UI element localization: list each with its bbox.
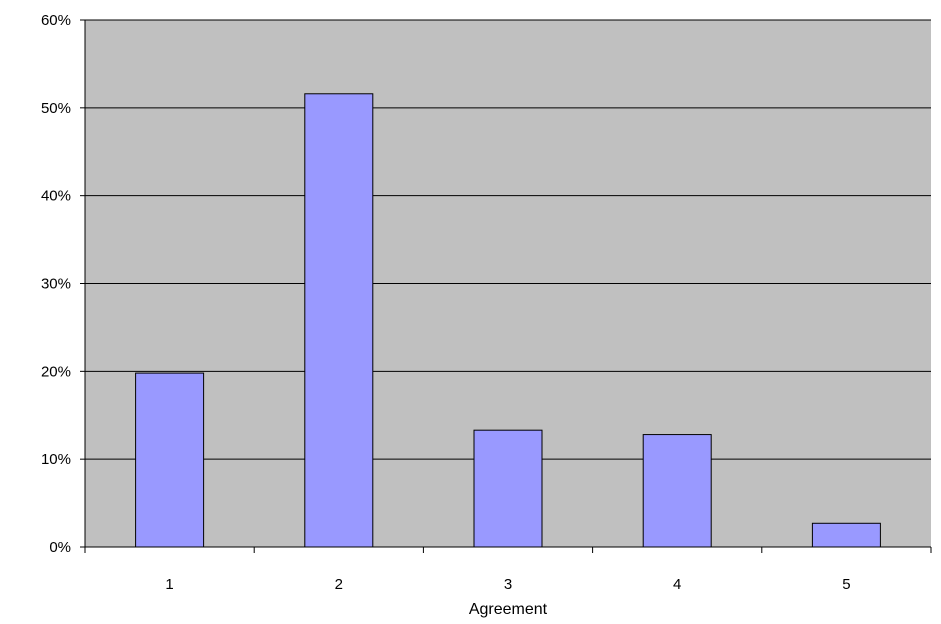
x-tick-label: 2 <box>335 576 343 593</box>
y-tick-labels: 0% 10% 20% 30% 40% 50% 60% <box>41 12 71 556</box>
y-tick-label: 20% <box>41 363 71 380</box>
gridlines <box>85 19 931 460</box>
bar-1 <box>135 372 205 548</box>
axes <box>80 19 932 553</box>
x-tick-label: 3 <box>504 576 512 593</box>
x-axis-title: Agreement <box>469 601 548 618</box>
x-tick-label: 4 <box>673 576 681 593</box>
y-tick-label: 60% <box>41 12 71 29</box>
y-tick-label: 0% <box>49 539 71 556</box>
x-tick-label: 5 <box>842 576 850 593</box>
bar-4 <box>642 434 712 548</box>
bar-5 <box>811 522 881 548</box>
bar-3 <box>473 429 543 548</box>
y-tick-label: 30% <box>41 276 71 293</box>
bars <box>135 93 881 548</box>
bar-2 <box>304 93 374 548</box>
y-tick-label: 10% <box>41 451 71 468</box>
y-tick-label: 50% <box>41 100 71 117</box>
x-tick-labels: 1 2 3 4 5 <box>165 576 850 593</box>
x-tick-label: 1 <box>165 576 173 593</box>
y-tick-label: 40% <box>41 188 71 205</box>
